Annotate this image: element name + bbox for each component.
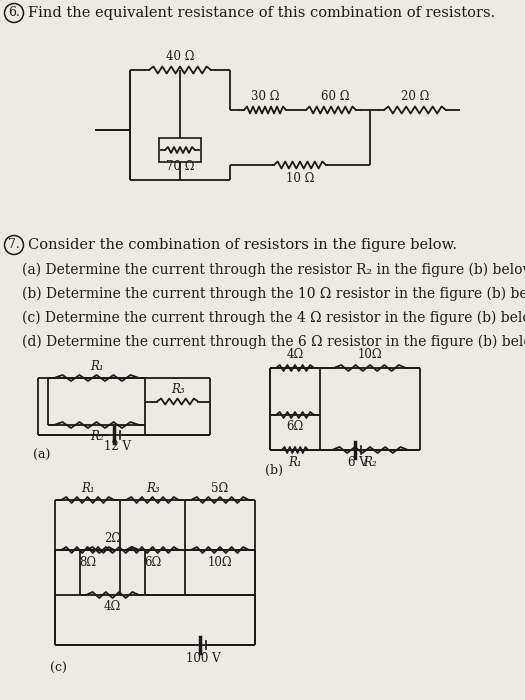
Text: R₁: R₁ xyxy=(288,456,302,470)
Text: Find the equivalent resistance of this combination of resistors.: Find the equivalent resistance of this c… xyxy=(28,6,495,20)
Text: 30 Ω: 30 Ω xyxy=(251,90,279,102)
Text: (b): (b) xyxy=(265,463,283,477)
Text: Consider the combination of resistors in the figure below.: Consider the combination of resistors in… xyxy=(28,238,457,252)
Text: 7.: 7. xyxy=(8,239,20,251)
Text: 70 Ω: 70 Ω xyxy=(166,160,194,174)
Text: 10Ω: 10Ω xyxy=(208,556,232,568)
Text: (c) Determine the current through the 4 Ω resistor in the figure (b) below.: (c) Determine the current through the 4 … xyxy=(22,311,525,326)
Text: R₁: R₁ xyxy=(81,482,94,494)
Text: R₁: R₁ xyxy=(90,360,103,372)
Text: R₂: R₂ xyxy=(90,430,103,444)
Text: 60 Ω: 60 Ω xyxy=(321,90,349,102)
Text: (d) Determine the current through the 6 Ω resistor in the figure (b) below.: (d) Determine the current through the 6 … xyxy=(22,335,525,349)
Text: 20 Ω: 20 Ω xyxy=(401,90,429,102)
Text: 6Ω: 6Ω xyxy=(144,556,161,568)
Text: 10 Ω: 10 Ω xyxy=(286,172,314,186)
Text: 6 V: 6 V xyxy=(348,456,368,468)
Text: 40 Ω: 40 Ω xyxy=(166,50,194,62)
Text: (a): (a) xyxy=(33,449,50,461)
Text: 12 V: 12 V xyxy=(103,440,131,454)
Text: 6Ω: 6Ω xyxy=(286,421,303,433)
Bar xyxy=(159,138,201,162)
Text: R₂: R₂ xyxy=(363,456,377,470)
Text: 100 V: 100 V xyxy=(186,652,220,664)
Text: 4Ω: 4Ω xyxy=(104,601,121,613)
Text: 8Ω: 8Ω xyxy=(79,556,96,568)
Text: 2Ω: 2Ω xyxy=(104,531,121,545)
Text: 4Ω: 4Ω xyxy=(286,349,303,361)
Text: R₃: R₃ xyxy=(146,482,159,494)
Text: 5Ω: 5Ω xyxy=(212,482,228,494)
Text: (a) Determine the current through the resistor R₂ in the figure (b) below: (a) Determine the current through the re… xyxy=(22,262,525,277)
Text: 6.: 6. xyxy=(8,6,20,20)
Text: (b) Determine the current through the 10 Ω resistor in the figure (b) below.: (b) Determine the current through the 10… xyxy=(22,287,525,301)
Text: R₃: R₃ xyxy=(171,383,184,396)
Text: 10Ω: 10Ω xyxy=(358,349,382,361)
Text: (c): (c) xyxy=(50,662,67,675)
